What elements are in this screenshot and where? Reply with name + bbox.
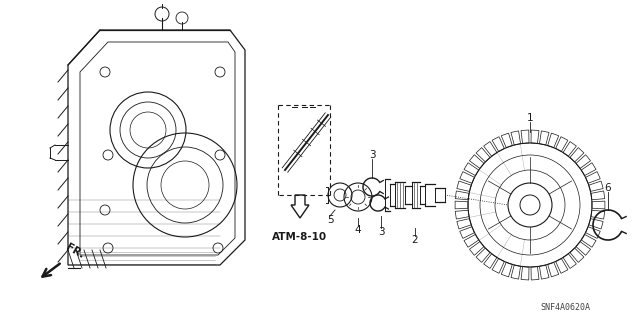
Text: 1: 1: [527, 113, 533, 123]
Text: 3: 3: [369, 150, 375, 160]
Text: 3: 3: [378, 227, 384, 237]
Text: 4: 4: [355, 225, 362, 235]
Text: 2: 2: [412, 235, 419, 245]
Text: 5: 5: [326, 215, 333, 225]
Text: 6: 6: [605, 183, 611, 193]
Text: ATM-8-10: ATM-8-10: [273, 232, 328, 242]
Text: SNF4A0620A: SNF4A0620A: [540, 303, 590, 313]
Text: FR.: FR.: [64, 242, 86, 260]
